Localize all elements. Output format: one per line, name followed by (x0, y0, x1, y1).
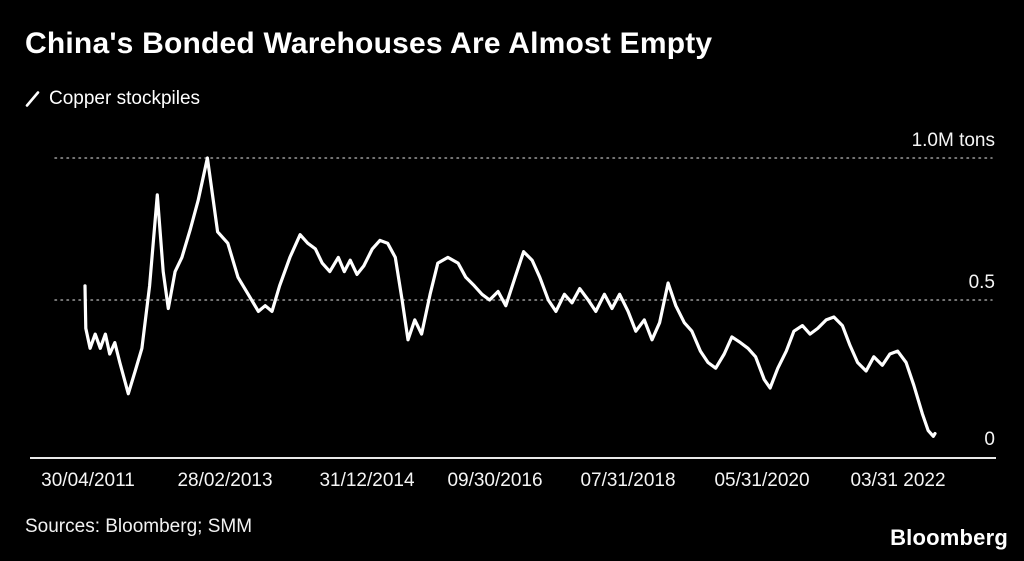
x-axis-tick-label: 03/31 2022 (850, 470, 946, 491)
line-series-icon (25, 90, 40, 108)
bloomberg-logo: Bloomberg (890, 525, 1008, 550)
x-axis-tick-label: 30/04/2011 (41, 470, 135, 491)
y-axis-tick-label-zero: 0 (984, 429, 995, 450)
legend-series-label: Copper stockpiles (49, 88, 201, 109)
x-axis-tick-label: 09/30/2016 (447, 470, 543, 491)
x-axis-tick-label: 31/12/2014 (319, 470, 415, 491)
x-axis-tick-label: 05/31/2020 (714, 470, 810, 491)
chart-title: China's Bonded Warehouses Are Almost Emp… (25, 27, 713, 60)
chart-legend: Copper stockpiles (25, 88, 200, 110)
sources-note: Sources: Bloomberg; SMM (25, 516, 253, 537)
x-axis-tick-label: 07/31/2018 (580, 470, 676, 491)
y-axis-tick-label-top: 1.0M tons (911, 130, 995, 151)
x-axis-tick-label: 28/02/2013 (177, 470, 273, 491)
y-axis-tick-label-mid: 0.5 (968, 272, 995, 293)
copper-stockpiles-line (83, 156, 937, 438)
